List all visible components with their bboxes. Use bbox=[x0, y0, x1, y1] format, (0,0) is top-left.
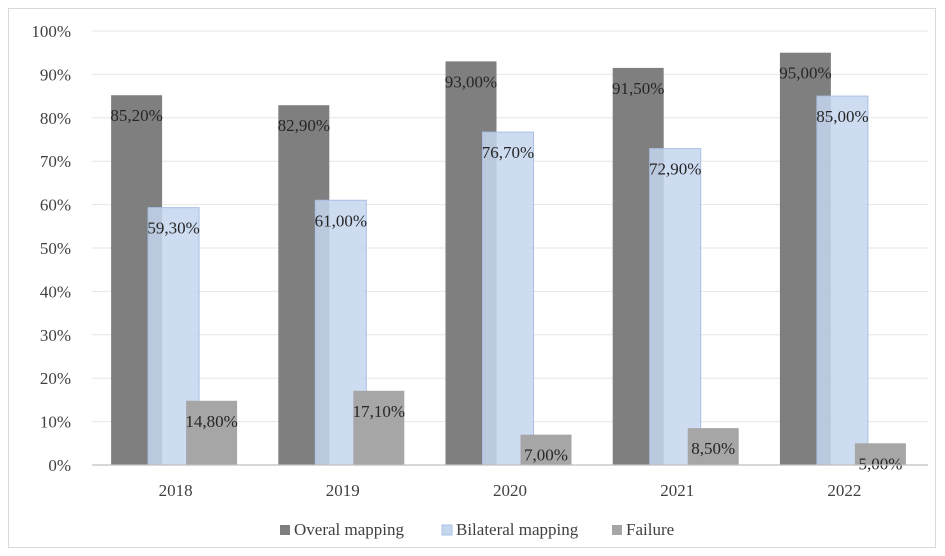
bar-failure bbox=[520, 434, 572, 465]
data-label: 85,20% bbox=[110, 106, 162, 125]
data-label: 95,00% bbox=[779, 64, 831, 83]
data-label: 8,50% bbox=[691, 439, 735, 458]
data-label: 85,00% bbox=[816, 107, 868, 126]
data-label: 5,00% bbox=[858, 454, 902, 473]
y-tick-label: 70% bbox=[40, 152, 71, 171]
legend: Overal mapping Bilateral mapping Failure bbox=[280, 520, 674, 539]
legend-swatch bbox=[280, 525, 290, 535]
y-tick-label: 60% bbox=[40, 196, 71, 215]
y-axis: 0% 10% 20% 30% 40% 50% 60% 70% 80% 90% 100% bbox=[31, 22, 71, 475]
y-tick-label: 90% bbox=[40, 65, 71, 84]
data-label: 82,90% bbox=[278, 116, 330, 135]
data-label: 91,50% bbox=[612, 79, 664, 98]
bars bbox=[111, 52, 906, 466]
y-tick-label: 10% bbox=[40, 413, 71, 432]
data-label: 14,80% bbox=[185, 412, 237, 431]
data-label: 17,10% bbox=[353, 402, 405, 421]
legend-label: Failure bbox=[626, 520, 674, 539]
legend-label: Bilateral mapping bbox=[456, 520, 579, 539]
y-tick-label: 20% bbox=[40, 369, 71, 388]
x-tick-label: 2019 bbox=[326, 481, 360, 500]
bar-bilateral-mapping bbox=[482, 131, 534, 466]
y-tick-label: 0% bbox=[48, 456, 71, 475]
x-tick-label: 2018 bbox=[159, 481, 193, 500]
x-tick-label: 2022 bbox=[827, 481, 861, 500]
bar-failure bbox=[186, 400, 238, 465]
legend-label: Overal mapping bbox=[294, 520, 404, 539]
bar-failure bbox=[353, 390, 405, 465]
y-tick-label: 100% bbox=[31, 22, 71, 41]
data-label: 59,30% bbox=[147, 219, 199, 238]
data-label: 93,00% bbox=[445, 72, 497, 91]
y-tick-label: 50% bbox=[40, 239, 71, 258]
data-label: 72,90% bbox=[649, 160, 701, 179]
data-label: 76,70% bbox=[482, 143, 534, 162]
data-label: 61,00% bbox=[315, 211, 367, 230]
bar-bilateral-mapping bbox=[816, 95, 869, 466]
y-tick-label: 80% bbox=[40, 109, 71, 128]
x-tick-label: 2020 bbox=[493, 481, 527, 500]
legend-swatch bbox=[612, 525, 622, 535]
y-tick-label: 40% bbox=[40, 282, 71, 301]
data-labels: 85,20% 82,90% 93,00% 91,50% 95,00% 59,30% 61,0… bbox=[110, 64, 902, 474]
legend-swatch bbox=[441, 524, 453, 536]
data-label: 7,00% bbox=[524, 446, 568, 465]
x-tick-label: 2021 bbox=[660, 481, 694, 500]
bar-failure bbox=[687, 428, 739, 465]
y-tick-label: 30% bbox=[40, 326, 71, 345]
x-axis: 2018 2019 2020 2021 2022 bbox=[92, 464, 928, 500]
bar-failure bbox=[854, 443, 906, 465]
bar-bilateral-mapping bbox=[649, 148, 702, 466]
